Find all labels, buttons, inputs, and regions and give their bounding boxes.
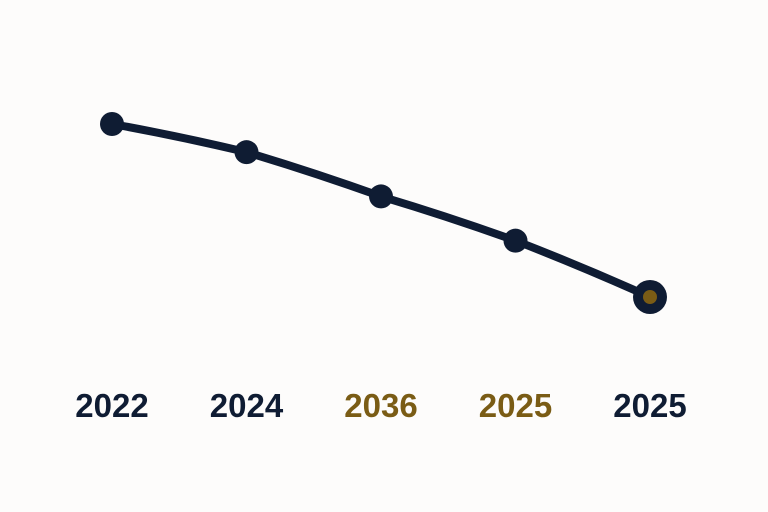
data-point-highlight-core — [643, 290, 657, 304]
x-tick-label: 2036 — [344, 387, 417, 424]
data-point — [369, 184, 393, 209]
x-tick-label: 2025 — [479, 387, 552, 424]
data-point — [100, 112, 124, 136]
data-point — [234, 140, 259, 165]
series-line-layer — [108, 120, 654, 301]
x-tick-label: 2024 — [210, 387, 284, 424]
x-tick-label: 2025 — [613, 387, 686, 424]
x-tick-label: 2022 — [75, 387, 148, 424]
series-line — [108, 120, 654, 301]
marker-layer — [100, 112, 667, 314]
data-point — [503, 228, 528, 253]
x-tick-labels: 2022 2024 2036 2025 2025 — [75, 387, 686, 424]
